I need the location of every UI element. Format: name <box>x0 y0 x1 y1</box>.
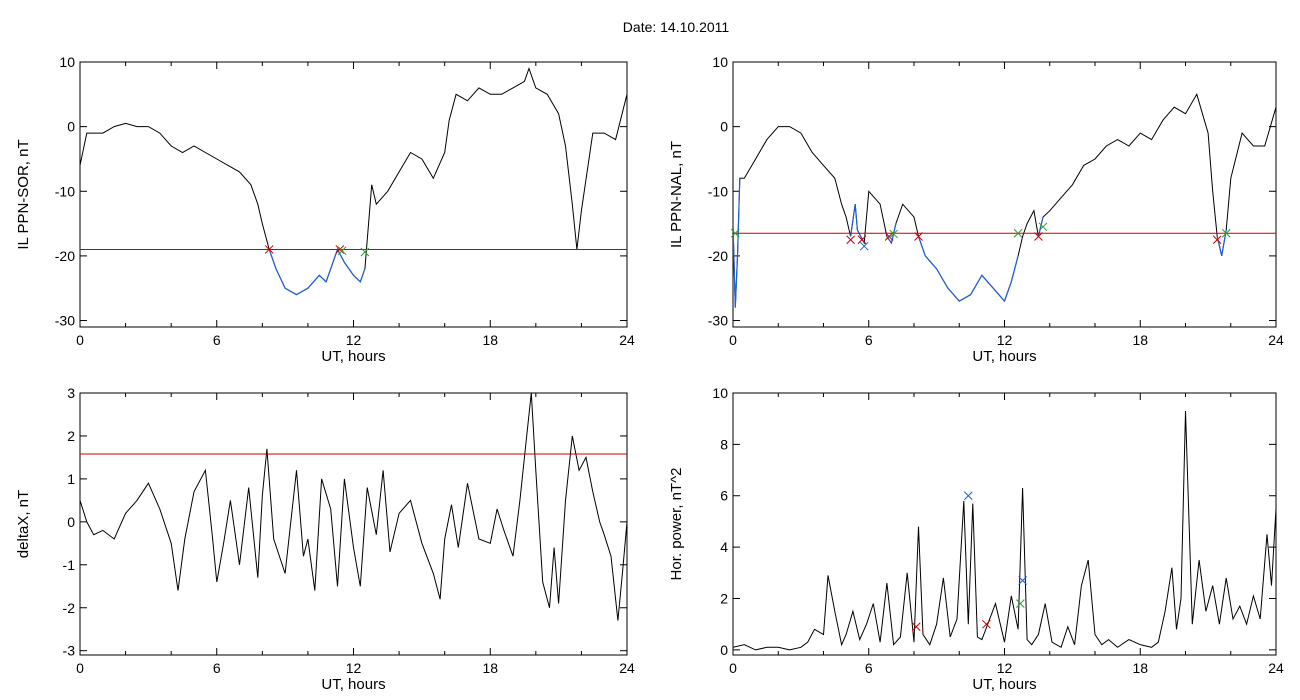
y-tick-label: -30 <box>708 313 728 329</box>
y-tick-label: 10 <box>59 54 75 70</box>
event-marker <box>884 232 894 241</box>
chart-panel-4: 0 6 12 18 24 10 8 6 4 2 0 UT, hours Hor. power, nT^2 <box>668 385 1284 693</box>
figure-title: Date: 14.10.2011 <box>622 19 730 35</box>
y-tick-label: 0 <box>67 119 75 135</box>
highlight-segment <box>886 223 897 245</box>
x-axis-label: UT, hours <box>321 676 385 693</box>
x-tick-label: 6 <box>865 332 873 348</box>
event-marker <box>982 619 991 629</box>
y-axis-label: Hor. power, nT^2 <box>668 468 685 581</box>
x-tick-label: 12 <box>346 332 362 348</box>
event-marker <box>911 622 921 632</box>
y-tick-label: 0 <box>67 514 75 530</box>
x-tick-label: 12 <box>997 660 1013 676</box>
x-tick-label: 12 <box>997 332 1013 348</box>
y-tick-label: 2 <box>67 428 75 444</box>
highlight-segment <box>268 247 366 296</box>
event-marker <box>1013 228 1023 238</box>
x-axis-label: UT, hours <box>972 676 1036 693</box>
x-tick-label: 18 <box>1132 332 1148 348</box>
x-tick-label: 18 <box>482 660 498 676</box>
chart-panel-3: 0 6 12 18 24 3 2 1 0 -1 -2 -3 UT, hours deltaX, nT <box>15 385 635 693</box>
event-marker <box>1221 228 1231 238</box>
series-line <box>733 93 1276 308</box>
x-tick-label: 0 <box>729 660 737 676</box>
x-tick-label: 24 <box>1268 660 1284 676</box>
x-tick-label: 0 <box>729 332 737 348</box>
y-tick-label: 10 <box>712 385 728 401</box>
y-axis-label: deltaX, nT <box>15 490 32 558</box>
x-tick-label: 12 <box>346 660 362 676</box>
x-tick-label: 24 <box>619 660 635 676</box>
y-tick-label: -1 <box>63 557 76 573</box>
x-tick-label: 18 <box>482 332 498 348</box>
y-tick-label: -10 <box>708 183 728 199</box>
highlight-segment <box>1216 229 1227 257</box>
event-marker <box>360 247 370 257</box>
y-tick-label: 0 <box>720 642 728 658</box>
y-tick-label: -20 <box>708 248 728 264</box>
y-axis-label: IL PPN-SOR, nT <box>15 139 32 249</box>
event-marker <box>889 229 898 239</box>
x-tick-label: 0 <box>76 660 84 676</box>
series-line <box>80 393 627 621</box>
series-line <box>80 66 627 296</box>
event-marker <box>857 235 867 245</box>
y-axis-label: IL PPN-NAL, nT <box>668 141 685 248</box>
y-tick-label: 1 <box>67 471 75 487</box>
plot-frame <box>79 61 628 328</box>
y-tick-label: 0 <box>720 119 728 135</box>
y-tick-label: -10 <box>55 183 75 199</box>
x-tick-label: 24 <box>619 332 635 348</box>
event-marker <box>1038 222 1048 232</box>
plot-frame <box>732 392 1277 656</box>
event-marker <box>337 246 347 256</box>
y-tick-label: -20 <box>55 248 75 264</box>
event-marker <box>335 245 345 254</box>
x-axis-label: UT, hours <box>972 348 1036 365</box>
event-marker <box>730 228 740 238</box>
x-tick-label: 18 <box>1132 660 1148 676</box>
x-tick-label: 6 <box>213 660 221 676</box>
event-marker <box>264 245 274 254</box>
event-marker <box>1034 232 1043 241</box>
x-tick-label: 6 <box>865 660 873 676</box>
highlight-segment <box>850 204 865 244</box>
event-marker <box>1018 576 1027 585</box>
y-tick-label: 4 <box>720 539 728 555</box>
highlight-segment <box>733 178 741 308</box>
plot-frame <box>732 61 1277 328</box>
series-line <box>733 410 1276 651</box>
event-marker <box>859 241 869 251</box>
x-tick-label: 24 <box>1268 332 1284 348</box>
event-marker <box>963 491 973 501</box>
x-tick-label: 6 <box>213 332 221 348</box>
chart-panel-1: 0 6 12 18 24 10 0 -10 -20 -30 UT, hours IL PPN-SOR,… <box>15 54 635 365</box>
event-marker <box>1212 235 1222 245</box>
x-axis-label: UT, hours <box>321 348 385 365</box>
x-tick-label: 0 <box>76 332 84 348</box>
y-tick-label: 2 <box>720 590 728 606</box>
y-tick-label: 10 <box>712 54 728 70</box>
y-tick-label: 6 <box>720 488 728 504</box>
y-tick-label: -2 <box>63 600 76 616</box>
event-marker <box>914 232 923 241</box>
event-marker <box>1015 599 1025 608</box>
event-marker <box>846 235 856 245</box>
chart-panel-2: 0 6 12 18 24 10 0 -10 -20 -30 UT, hours IL PPN-NAL,… <box>668 54 1284 365</box>
plot-frame <box>79 392 628 656</box>
y-tick-label: 3 <box>67 385 75 401</box>
y-tick-label: 8 <box>720 436 728 452</box>
highlight-segment <box>917 236 1019 303</box>
y-tick-label: -3 <box>63 643 76 659</box>
y-tick-label: -30 <box>55 313 75 329</box>
